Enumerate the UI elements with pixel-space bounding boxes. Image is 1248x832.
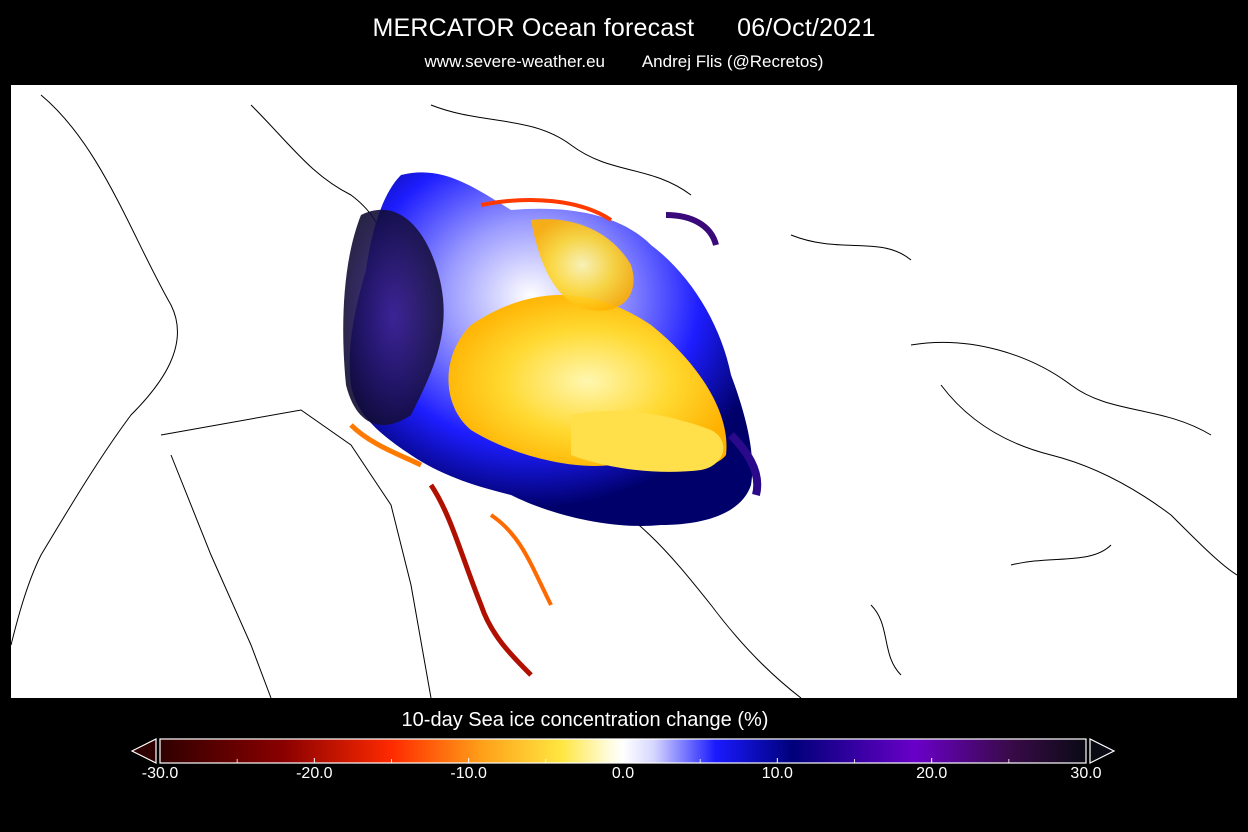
border-line bbox=[170, 454, 272, 698]
border-line bbox=[160, 409, 432, 698]
coast-line bbox=[790, 234, 912, 261]
coast-line bbox=[430, 104, 692, 196]
map-title: MERCATOR Ocean forecast 06/Oct/2021 bbox=[372, 14, 876, 42]
map-canvas bbox=[11, 94, 1237, 698]
ice-edge-gain bbox=[665, 212, 719, 246]
eurasia-border bbox=[940, 384, 1237, 576]
colorbar-tick-label: -30.0 bbox=[141, 765, 179, 782]
ice-edge-loss bbox=[480, 198, 613, 222]
colorbar-tick-marks bbox=[159, 758, 1087, 763]
archipelago-ice-loss bbox=[489, 513, 553, 606]
map-subtitle: www.severe-weather.eu Andrej Flis (@Recr… bbox=[424, 52, 824, 71]
coastline-layer bbox=[11, 94, 1237, 698]
coast-line bbox=[870, 604, 902, 676]
ice-edge-gain bbox=[728, 432, 762, 496]
colorbar-tick-label: 10.0 bbox=[761, 765, 793, 782]
colorbar-min-extend-arrow bbox=[130, 738, 157, 764]
sea-ice-field bbox=[343, 172, 762, 677]
colorbar-tick-label: -20.0 bbox=[296, 765, 333, 782]
colorbar-max-extend-arrow bbox=[1089, 738, 1116, 764]
arctic-sea-ice-map bbox=[11, 85, 1237, 698]
colorbar-title: 10-day Sea ice concentration change (%) bbox=[401, 709, 769, 731]
colorbar-tick-label: -10.0 bbox=[450, 765, 487, 782]
coast-line bbox=[1010, 544, 1112, 566]
colorbar-tick-label: 30.0 bbox=[1070, 765, 1102, 782]
ice-decrease-region-north bbox=[531, 219, 634, 311]
eurasia-coast bbox=[910, 341, 1212, 436]
colorbar-tick-label: 0.0 bbox=[611, 765, 635, 782]
colorbar bbox=[130, 738, 1116, 764]
ice-strong-increase-region bbox=[343, 209, 444, 425]
alaska-coast bbox=[11, 94, 178, 646]
ice-decrease-band bbox=[571, 410, 724, 472]
ice-edge-loss bbox=[349, 423, 423, 468]
archipelago-ice-loss bbox=[428, 483, 533, 677]
colorbar-tick-label: 20.0 bbox=[916, 765, 948, 782]
